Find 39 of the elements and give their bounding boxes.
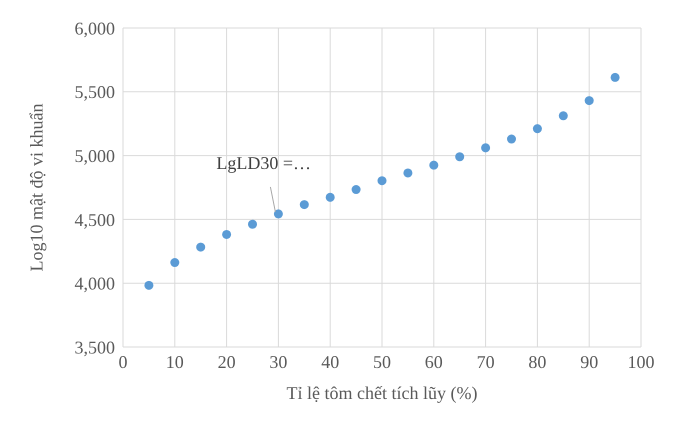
x-tick-label: 0 — [118, 352, 128, 372]
point — [170, 258, 180, 268]
x-axis-title: Tỉ lệ tôm chết tích lũy (%) — [286, 383, 478, 403]
point — [455, 152, 464, 162]
x-tick-label: 50 — [373, 352, 391, 372]
point — [300, 200, 309, 210]
annotation: LgLD30 =… — [216, 152, 312, 173]
point — [196, 242, 206, 252]
point — [326, 192, 335, 202]
x-tick-label: 10 — [166, 352, 184, 372]
x-tick-label: 40 — [321, 352, 340, 372]
point — [222, 230, 232, 239]
x-tick-label: 90 — [580, 352, 598, 372]
y-tick-label: 5,500 — [74, 82, 115, 102]
point — [274, 209, 283, 218]
point — [481, 143, 490, 152]
point — [352, 185, 361, 194]
x-tick-label: 70 — [476, 352, 495, 372]
x-tick-label: 80 — [528, 352, 546, 372]
point — [403, 168, 412, 178]
y-tick-label: 4,000 — [74, 274, 115, 294]
point — [610, 72, 620, 82]
x-tick-label: 20 — [218, 352, 236, 372]
y-axis-title: Log10 mật độ vi khuẩn — [26, 104, 46, 272]
point — [248, 220, 258, 229]
y-tick-label: 4,500 — [74, 210, 115, 230]
point — [584, 96, 594, 106]
point — [558, 111, 568, 120]
x-tick-label: 60 — [424, 352, 443, 372]
x-tick-label: 30 — [269, 352, 288, 372]
x-tick-label: 100 — [628, 352, 654, 372]
point — [532, 124, 542, 134]
y-tick-label: 6,000 — [74, 18, 115, 38]
point — [506, 134, 516, 144]
point — [429, 160, 438, 170]
point — [377, 176, 387, 186]
y-tick-label: 5,000 — [74, 146, 115, 166]
point — [144, 280, 154, 290]
y-tick-label: 3,500 — [74, 337, 115, 358]
